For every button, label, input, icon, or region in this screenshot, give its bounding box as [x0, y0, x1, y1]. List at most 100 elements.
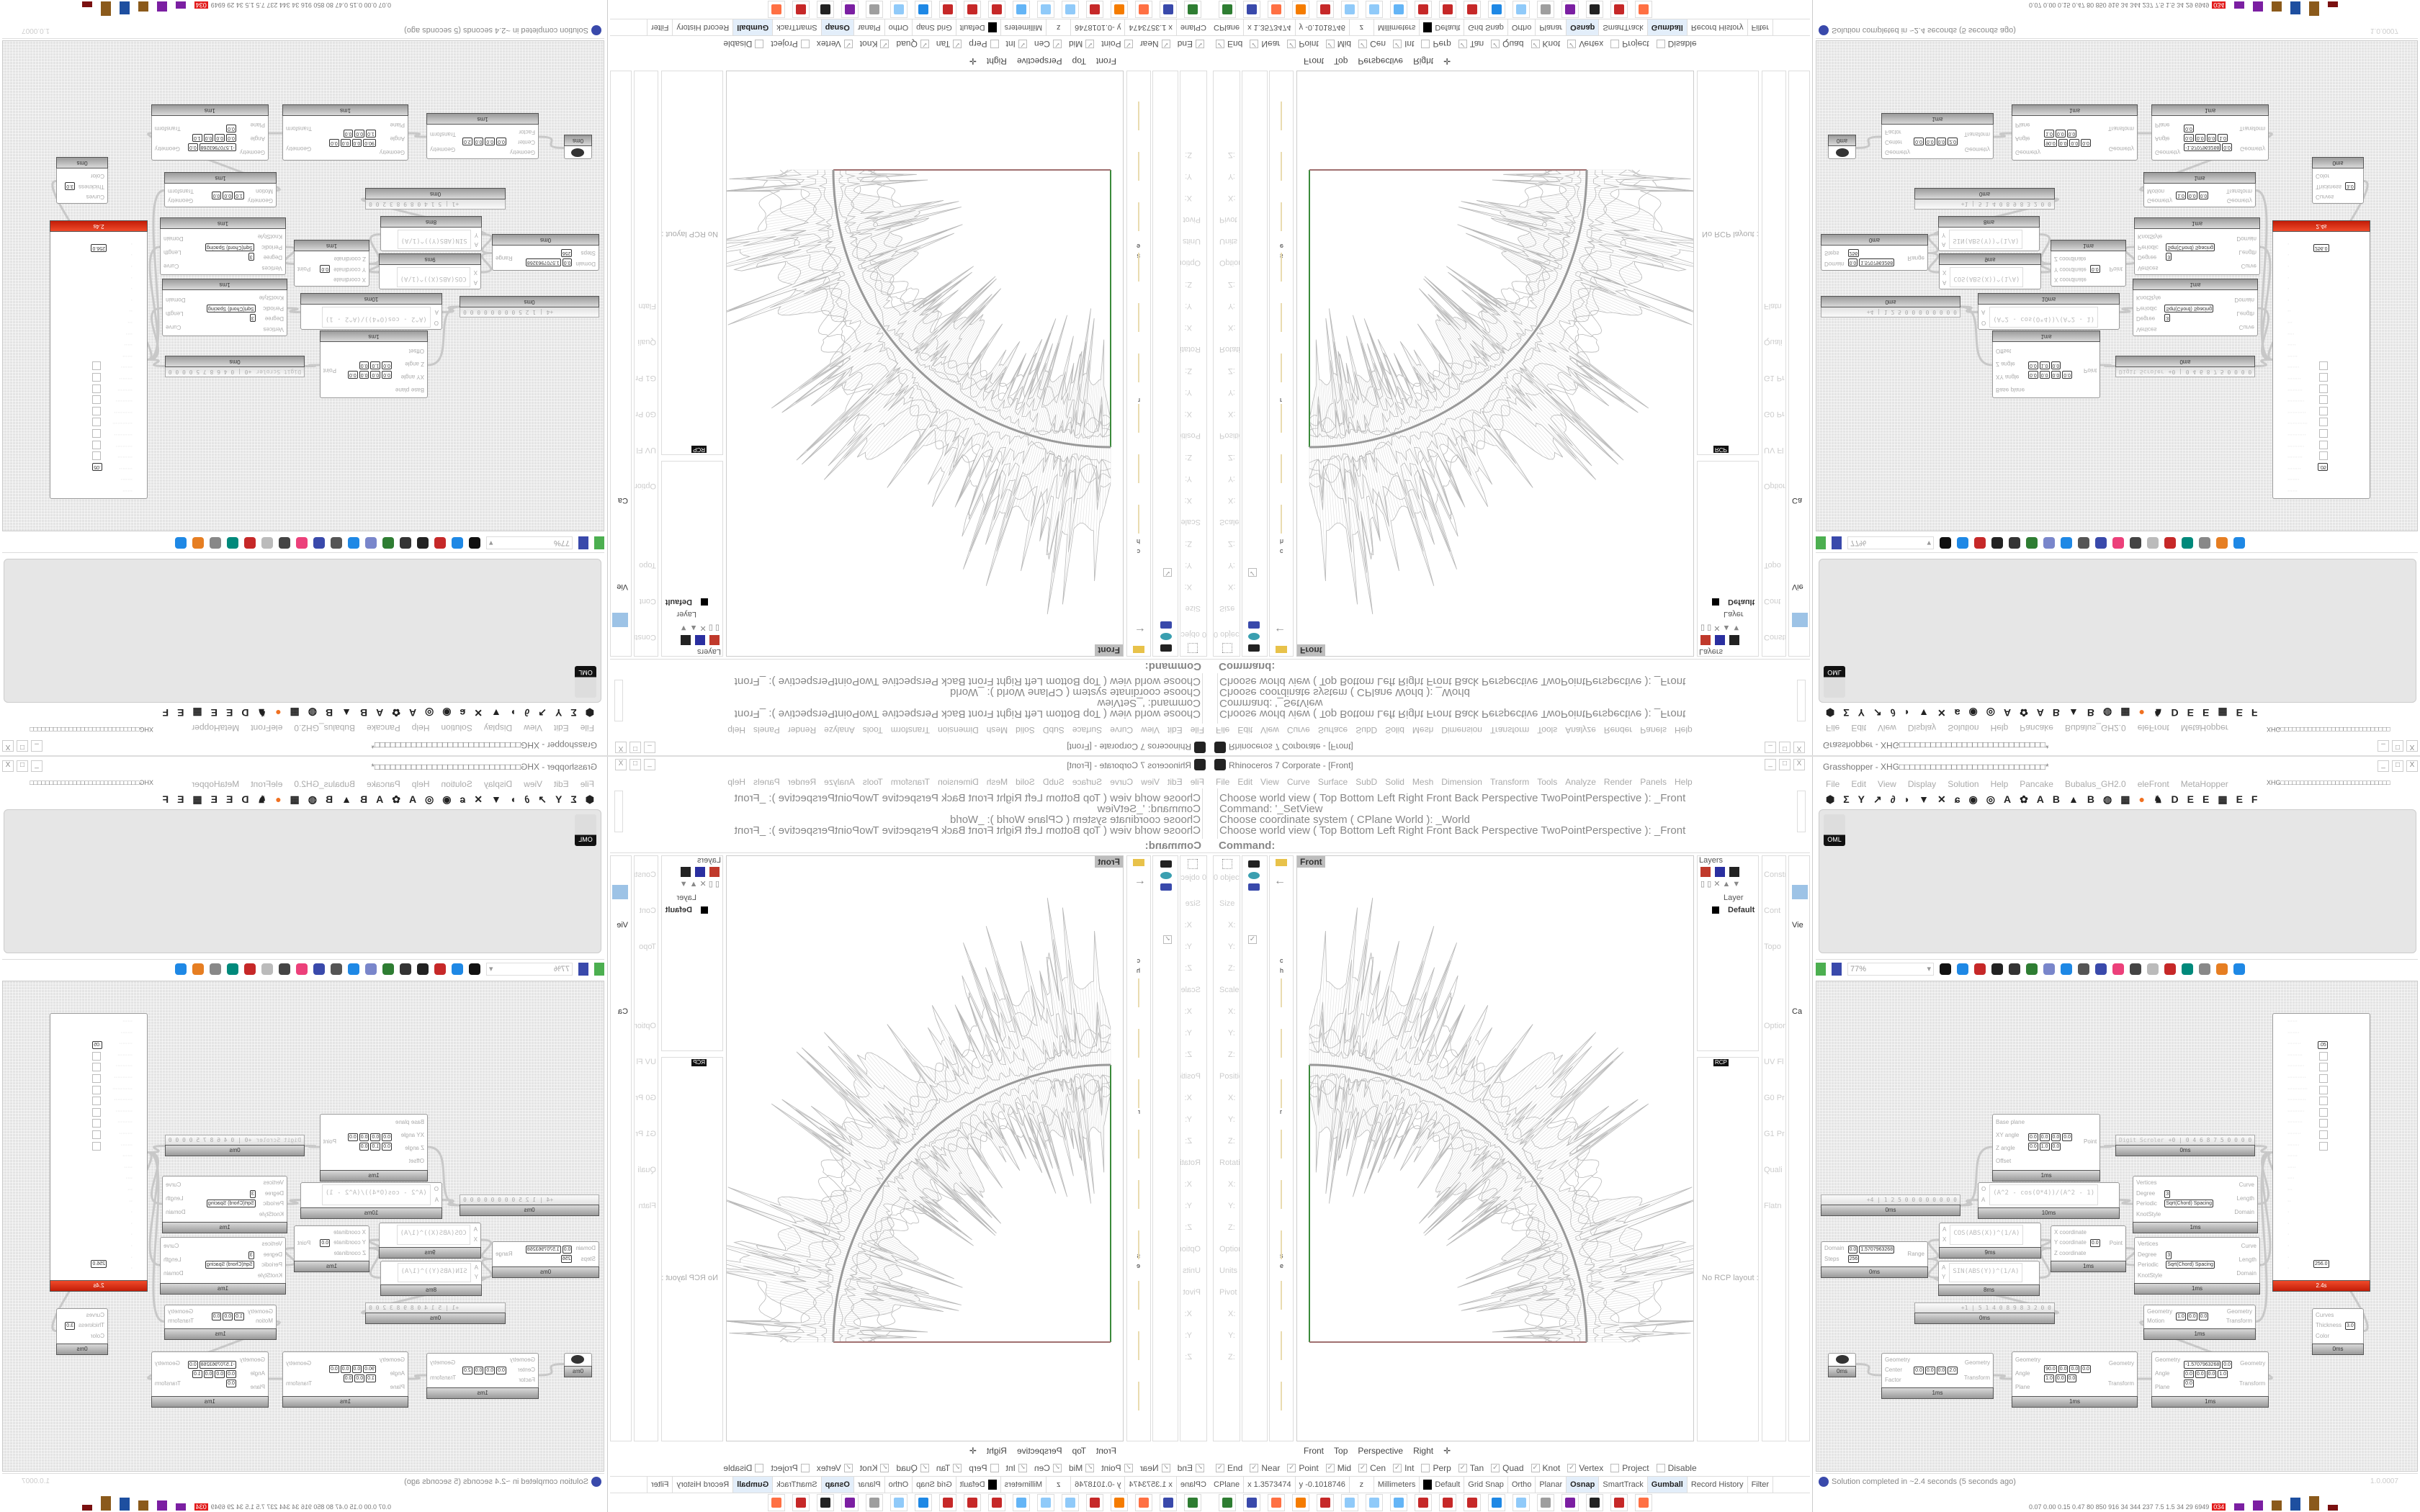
input-param[interactable]: Center: [1885, 1367, 1903, 1373]
row-checkbox[interactable]: [92, 361, 101, 371]
value-chip[interactable]: 0.0: [2028, 1143, 2038, 1151]
gh-component[interactable]: O A (A^2 - cos(O*4))/(A^2 - 1) 10ms: [1978, 1182, 2120, 1219]
output-param[interactable]: Geometry: [430, 146, 456, 153]
value-chip[interactable]: 3: [248, 253, 254, 261]
menu-item-subd[interactable]: SubD: [1042, 777, 1065, 787]
osnap-checkbox[interactable]: [990, 1464, 999, 1472]
gh-tab-icon[interactable]: A: [376, 793, 384, 805]
toggle-record-history[interactable]: Record History: [672, 19, 733, 35]
input-param[interactable]: Color: [90, 173, 104, 180]
gh-component[interactable]: X coordinate Y coordinate Z coordinate 0.0 P…: [294, 1225, 369, 1272]
menu-item-transform[interactable]: Transform: [890, 725, 931, 735]
osnap-perp[interactable]: Perp: [1421, 37, 1451, 51]
gh-tab-icon[interactable]: ◎: [1986, 793, 1995, 805]
toggle-ortho[interactable]: Ortho: [884, 1477, 913, 1493]
input-param[interactable]: Plane: [2015, 122, 2030, 129]
osnap-perp[interactable]: Perp: [969, 37, 999, 51]
output-param[interactable]: Length: [166, 310, 184, 318]
input-param[interactable]: Geometry: [2155, 148, 2181, 156]
output-param[interactable]: Transform: [2107, 1380, 2134, 1387]
osnap-checkbox[interactable]: ✓: [843, 40, 853, 48]
value-chip[interactable]: 3: [2166, 253, 2172, 261]
osnap-checkbox[interactable]: ✓: [1196, 1464, 1204, 1472]
value-chip[interactable]: 0.0: [2198, 192, 2209, 199]
input-param[interactable]: A: [434, 1196, 439, 1203]
panel-row[interactable]: ········: [49, 372, 147, 382]
input-param[interactable]: A: [434, 309, 439, 316]
gh-tab-icon[interactable]: ▦: [290, 707, 300, 719]
menu-item-help[interactable]: Help: [727, 725, 746, 735]
taskbar-app-icon[interactable]: [1390, 1494, 1407, 1511]
render-icon[interactable]: [1248, 860, 1260, 868]
number-slider[interactable]: +1 | 5 1 4 0 8 9 8 3 2 0 0 0ms: [365, 188, 506, 210]
taskbar-app-icon[interactable]: [1243, 1, 1260, 18]
value-chip[interactable]: 0.0: [485, 1366, 496, 1374]
value-chip[interactable]: 0.0: [2028, 1133, 2038, 1141]
taskbar-app-icon[interactable]: [1268, 1, 1285, 18]
row-checkbox[interactable]: [92, 406, 101, 415]
input-param[interactable]: Z coordinate: [2054, 256, 2087, 263]
folder-icon[interactable]: [1276, 646, 1287, 653]
cluster-icon[interactable]: [1991, 537, 2003, 549]
panel-row[interactable]: ··········: [2273, 1063, 2371, 1073]
gh-tab-icon[interactable]: ɕ: [460, 707, 466, 719]
panel-row[interactable]: ·: [2273, 1254, 2371, 1264]
menu-item-solid[interactable]: Solid: [1385, 725, 1404, 735]
output-param[interactable]: Domain: [163, 1270, 184, 1277]
value-chip[interactable]: Sqrt(Chord) Spacing: [205, 243, 254, 251]
gh-tab-icon[interactable]: Σ: [570, 707, 577, 719]
menu-item-view[interactable]: View: [1141, 777, 1160, 787]
toggle-planar[interactable]: Planar: [1536, 19, 1567, 35]
value-chip[interactable]: 0.0: [351, 139, 362, 147]
gha-icon[interactable]: [2061, 963, 2072, 975]
gh-component[interactable]: Domain Steps 0.0 1.5707963268 256 Range 0ms: [492, 1241, 599, 1278]
value-chip[interactable]: 0.0: [1936, 1366, 1947, 1374]
galapagos-icon[interactable]: [365, 963, 377, 975]
input-param[interactable]: Z coordinate: [333, 1249, 366, 1256]
gh-maximize-button[interactable]: □: [17, 740, 28, 752]
value-chip[interactable]: 1.0: [2218, 134, 2228, 143]
input-param[interactable]: Thickness: [2316, 183, 2342, 190]
menu-item-file[interactable]: File: [1190, 777, 1204, 787]
menu-item-edit[interactable]: Edit: [1167, 777, 1183, 787]
input-param[interactable]: Factor: [519, 129, 535, 135]
toggle-filter[interactable]: Filter: [646, 1477, 673, 1493]
gh-tab-icon[interactable]: ▦: [290, 793, 300, 805]
output-param[interactable]: Geometry: [2240, 1360, 2266, 1367]
checkbox[interactable]: ✓: [1248, 935, 1257, 944]
taskbar-app-icon[interactable]: [1488, 1494, 1505, 1511]
gh-tab-icon[interactable]: ∂: [524, 707, 530, 719]
osnap-checkbox[interactable]: ✓: [1018, 1464, 1027, 1472]
value-chip[interactable]: 0.0: [223, 1313, 233, 1320]
input-param[interactable]: O: [434, 1186, 439, 1193]
gh-component[interactable]: Base plane XY angle Z angle Offset 0.0 0.0 0.0…: [319, 1114, 428, 1182]
gh-component[interactable]: Curves Thickness Color 3.0 0ms: [2312, 157, 2364, 204]
value-chip[interactable]: 0.0: [1936, 138, 1947, 146]
gh-tab-icon[interactable]: ♞: [257, 793, 267, 805]
osnap-quad[interactable]: ✓ Quad: [896, 1461, 929, 1475]
close-button[interactable]: X: [1793, 742, 1805, 753]
gh-minimize-button[interactable]: _: [31, 740, 42, 752]
value-chip[interactable]: 0.0: [2198, 1313, 2209, 1320]
display-tab-icon[interactable]: [681, 867, 691, 877]
viewport-tab-front[interactable]: Front: [1095, 56, 1116, 66]
gh-menu-item[interactable]: File: [1826, 723, 1840, 733]
osnap-checkbox[interactable]: ✓: [1491, 40, 1500, 48]
input-param[interactable]: X: [1942, 269, 1947, 276]
osnap-mid[interactable]: ✓ Mid: [1325, 37, 1351, 51]
rcp-tab[interactable]: RCP: [1713, 1059, 1729, 1066]
input-param[interactable]: Vertices: [2138, 264, 2159, 271]
value-chip[interactable]: 0.0: [2069, 1365, 2080, 1373]
cplane-button[interactable]: CPlane: [1210, 19, 1245, 35]
display-tab-icon[interactable]: [1729, 635, 1739, 645]
zoom-extents-icon[interactable]: [1940, 537, 1951, 549]
osnap-project[interactable]: Project: [771, 1461, 810, 1475]
osnap-project[interactable]: Project: [1610, 37, 1649, 51]
taskbar-app-icon[interactable]: [964, 1, 981, 18]
close-button[interactable]: X: [615, 759, 627, 770]
output-param[interactable]: Geometry: [2226, 197, 2252, 204]
gh-tab-icon[interactable]: F: [2251, 793, 2258, 805]
command-input[interactable]: [641, 660, 1145, 673]
input-param[interactable]: Geometry: [247, 197, 273, 204]
